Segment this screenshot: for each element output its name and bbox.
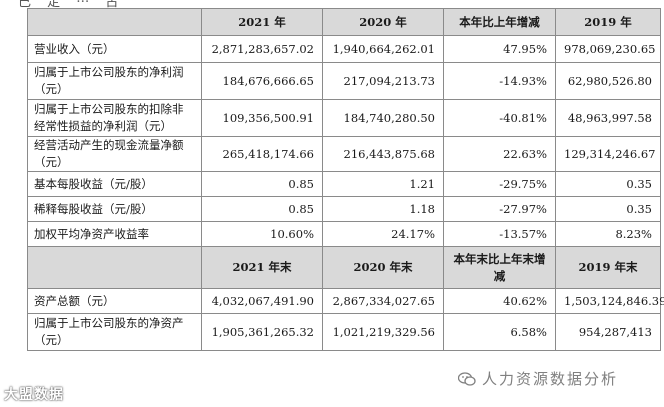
value-2021: 265,418,174.66 (201, 136, 323, 172)
value-2020: 184,740,280.50 (322, 99, 444, 137)
financial-data-table: 2021 年 2020 年 本年比上年增减 2019 年 营业收入（元） 2,8… (27, 8, 664, 351)
value-2021: 10.60% (201, 221, 323, 247)
truncated-heading: 己 定 ⋯ 古 (18, 0, 125, 10)
header-cell-2021-end: 2021 年末 (201, 246, 323, 289)
value-2020-end: 2,867,334,027.65 (322, 288, 444, 314)
value-2020: 1,940,664,262.01 (322, 35, 444, 63)
value-2021: 184,676,666.65 (201, 62, 323, 100)
header-cell-blank (27, 246, 202, 289)
table-row: 营业收入（元） 2,871,283,657.02 1,940,664,262.0… (27, 35, 661, 63)
row-label: 基本每股收益（元/股） (27, 171, 202, 197)
row-label: 稀释每股收益（元/股） (27, 196, 202, 222)
row-label: 资产总额（元） (27, 288, 202, 314)
table-row: 归属于上市公司股东的净资产（元） 1,905,361,265.32 1,021,… (27, 313, 661, 351)
value-2021: 0.85 (201, 171, 323, 197)
table-row: 加权平均净资产收益率 10.60% 24.17% -13.57% 8.23% (27, 221, 661, 247)
value-change: -27.97% (443, 196, 556, 222)
watermark-right-text: 人力资源数据分析 (482, 370, 619, 388)
value-2021: 109,356,500.91 (201, 99, 323, 137)
value-2020: 217,094,213.73 (322, 62, 444, 100)
header-cell-change: 本年比上年增减 (443, 8, 556, 36)
value-change: 47.95% (443, 35, 556, 63)
header-cell-2019: 2019 年 (555, 8, 661, 36)
table-row: 稀释每股收益（元/股） 0.85 1.18 -27.97% 0.35 (27, 196, 661, 222)
value-2020-end: 1,021,219,329.56 (322, 313, 444, 351)
value-2019: 978,069,230.65 (555, 35, 661, 63)
value-2019: 62,980,526.80 (555, 62, 661, 100)
header-cell-2019-end: 2019 年末 (555, 246, 661, 289)
value-change: -13.57% (443, 221, 556, 247)
value-2020: 24.17% (322, 221, 444, 247)
table-row: 资产总额（元） 4,032,067,491.90 2,867,334,027.6… (27, 288, 664, 314)
value-2021: 2,871,283,657.02 (201, 35, 323, 63)
header-cell-2020: 2020 年 (322, 8, 444, 36)
table-row: 基本每股收益（元/股） 0.85 1.21 -29.75% 0.35 (27, 171, 661, 197)
header-cell-change-end: 本年末比上年末增减 (443, 246, 556, 289)
header-cell-2020-end: 2020 年末 (322, 246, 444, 289)
value-2019: 8.23% (555, 221, 661, 247)
row-label: 营业收入（元） (27, 35, 202, 63)
value-change-end: 40.62% (443, 288, 556, 314)
header-cell-2021: 2021 年 (201, 8, 323, 36)
watermark-right: 人力资源数据分析 (457, 368, 619, 389)
value-2019: 129,314,246.67 (555, 136, 661, 172)
wechat-icon (457, 371, 476, 386)
table-row: 经营活动产生的现金流量净额（元） 265,418,174.66 216,443,… (27, 136, 661, 172)
row-label: 加权平均净资产收益率 (27, 221, 202, 247)
value-2019: 0.35 (555, 196, 661, 222)
value-2021-end: 4,032,067,491.90 (201, 288, 323, 314)
row-label: 归属于上市公司股东的净利润（元） (27, 62, 202, 100)
value-2019-end: 954,287,413 (555, 313, 661, 351)
value-2021: 0.85 (201, 196, 323, 222)
table-row: 归属于上市公司股东的净利润（元） 184,676,666.65 217,094,… (27, 62, 661, 100)
value-change: -29.75% (443, 171, 556, 197)
value-2019: 0.35 (555, 171, 661, 197)
value-2021-end: 1,905,361,265.32 (201, 313, 323, 351)
value-2019-end: 1,503,124,846.39 (555, 288, 664, 314)
row-label: 经营活动产生的现金流量净额（元） (27, 136, 202, 172)
value-change: -14.93% (443, 62, 556, 100)
value-change-end: 6.58% (443, 313, 556, 351)
value-change: 22.63% (443, 136, 556, 172)
watermark-left: 大盟数据 (4, 387, 64, 403)
row-label: 归属于上市公司股东的扣除非经常性损益的净利润（元） (27, 99, 202, 137)
row-label: 归属于上市公司股东的净资产（元） (27, 313, 202, 351)
value-2019: 48,963,997.58 (555, 99, 661, 137)
header-row-annual: 2021 年 2020 年 本年比上年增减 2019 年 (27, 8, 661, 36)
header-row-year-end: 2021 年末 2020 年末 本年末比上年末增减 2019 年末 (27, 246, 661, 289)
value-change: -40.81% (443, 99, 556, 137)
value-2020: 1.21 (322, 171, 444, 197)
value-2020: 216,443,875.68 (322, 136, 444, 172)
header-cell-blank (27, 8, 202, 36)
value-2020: 1.18 (322, 196, 444, 222)
table-row: 归属于上市公司股东的扣除非经常性损益的净利润（元） 109,356,500.91… (27, 99, 661, 137)
